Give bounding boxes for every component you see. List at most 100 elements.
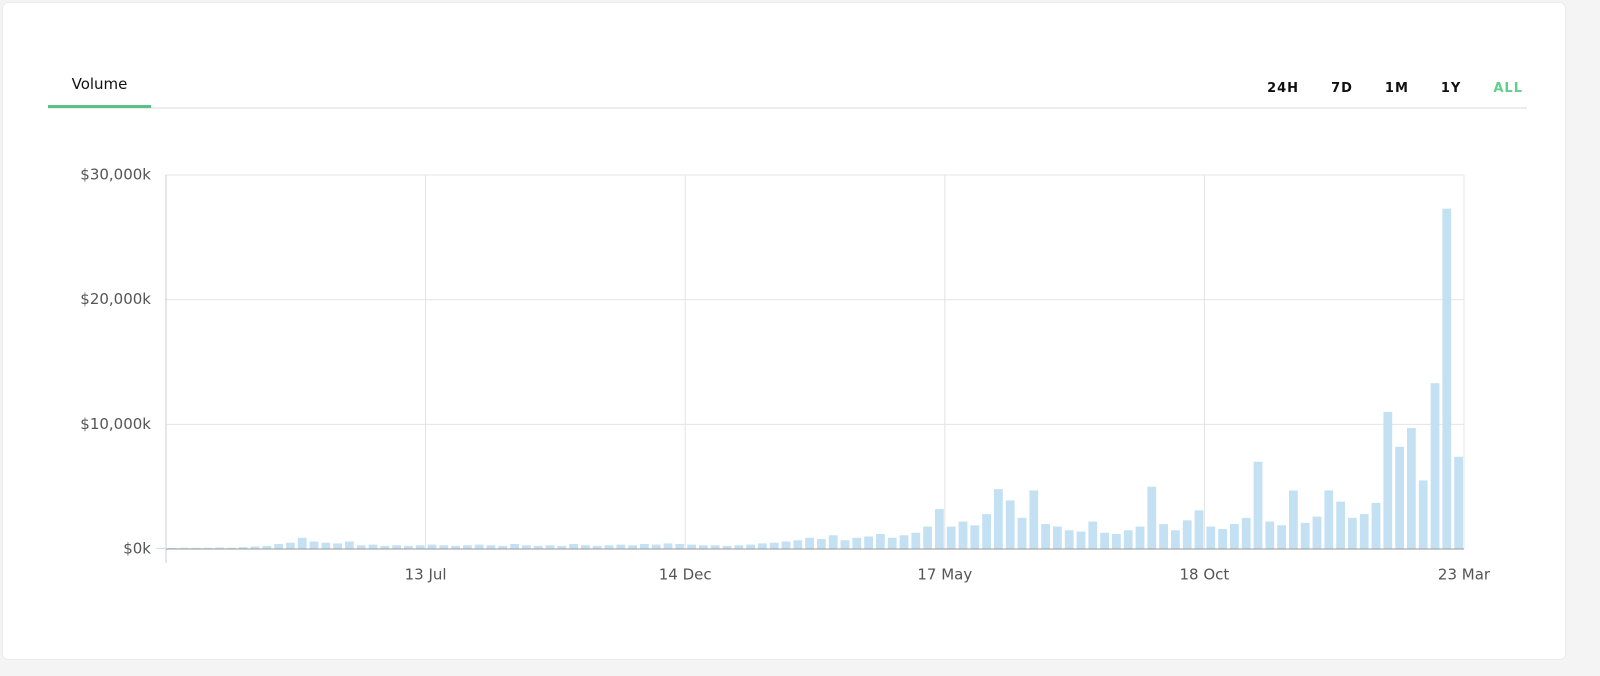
bar bbox=[805, 537, 814, 549]
bar bbox=[911, 532, 921, 549]
bar bbox=[604, 545, 614, 549]
bar bbox=[982, 514, 991, 549]
bar bbox=[427, 544, 437, 549]
bar bbox=[1005, 500, 1015, 549]
bar bbox=[238, 547, 248, 549]
bar bbox=[1230, 524, 1239, 549]
bar bbox=[1029, 490, 1039, 549]
bar bbox=[569, 544, 578, 549]
bar bbox=[616, 544, 626, 549]
bar bbox=[887, 537, 897, 549]
bar bbox=[1159, 524, 1168, 549]
tab-underline bbox=[48, 105, 151, 108]
bar bbox=[333, 543, 342, 549]
x-tick-label: 23 Mar bbox=[1438, 566, 1491, 584]
tab[interactable]: Volume bbox=[71, 75, 128, 93]
bar bbox=[1300, 522, 1310, 549]
bar bbox=[1371, 502, 1381, 549]
bar bbox=[746, 544, 755, 549]
x-tick-label: 14 Dec bbox=[659, 566, 712, 584]
y-tick-label: $20,000k bbox=[80, 290, 151, 308]
volume-card: Volume 24H 7D 1M 1Y ALL bbox=[2, 2, 1566, 660]
bar bbox=[1017, 517, 1027, 549]
bar bbox=[864, 536, 873, 549]
bar bbox=[1348, 517, 1357, 549]
range-button[interactable]: 24H bbox=[1267, 81, 1300, 96]
bar bbox=[380, 545, 390, 549]
bar bbox=[1123, 530, 1133, 549]
bar bbox=[793, 540, 803, 549]
bar bbox=[227, 547, 236, 549]
tabs-rule bbox=[48, 107, 1527, 109]
y-tick-label: $0k bbox=[123, 540, 151, 558]
bar bbox=[356, 545, 366, 549]
bar bbox=[828, 535, 838, 549]
bar bbox=[510, 544, 519, 549]
bar bbox=[1112, 534, 1121, 549]
bar bbox=[687, 544, 696, 549]
bar bbox=[297, 537, 307, 549]
bar bbox=[994, 489, 1003, 549]
bar bbox=[1088, 521, 1098, 549]
bar bbox=[852, 537, 862, 549]
y-tick-label: $30,000k bbox=[80, 166, 151, 184]
bar bbox=[439, 545, 449, 549]
bar bbox=[1206, 526, 1216, 549]
bar bbox=[1418, 480, 1428, 549]
y-tick-label: $10,000k bbox=[80, 415, 151, 433]
bar bbox=[1064, 530, 1074, 549]
bar bbox=[262, 545, 272, 549]
bar bbox=[1076, 531, 1086, 549]
bar bbox=[486, 545, 496, 549]
bar bbox=[463, 545, 472, 549]
bar bbox=[368, 544, 378, 549]
range-buttons: 24H 7D 1M 1Y ALL bbox=[1251, 81, 1527, 96]
bar bbox=[1383, 411, 1393, 549]
bar bbox=[1194, 510, 1204, 549]
bar bbox=[1041, 524, 1050, 549]
bar bbox=[958, 521, 968, 549]
bar bbox=[1336, 501, 1345, 549]
bar bbox=[675, 544, 685, 549]
range-button[interactable]: 7D bbox=[1331, 81, 1353, 96]
bar bbox=[722, 545, 732, 549]
bar bbox=[1312, 516, 1322, 549]
bar bbox=[1395, 446, 1404, 549]
bar bbox=[923, 526, 932, 549]
bar bbox=[710, 545, 720, 549]
range-button[interactable]: 1M bbox=[1384, 81, 1409, 96]
bar bbox=[533, 545, 543, 549]
x-tick-label: 17 May bbox=[917, 566, 972, 584]
bar bbox=[651, 544, 661, 549]
bar bbox=[345, 541, 354, 549]
range-button[interactable]: 1Y bbox=[1440, 81, 1462, 96]
bar bbox=[321, 542, 331, 549]
range-button[interactable]: ALL bbox=[1493, 81, 1523, 96]
bar bbox=[1430, 383, 1440, 549]
bar bbox=[1100, 532, 1109, 549]
bar bbox=[1454, 456, 1463, 549]
bar bbox=[1135, 526, 1145, 549]
bar bbox=[876, 534, 885, 549]
bar bbox=[156, 548, 165, 549]
x-tick-label: 13 Jul bbox=[405, 566, 447, 584]
bar bbox=[817, 539, 826, 549]
bar bbox=[191, 547, 201, 549]
bar bbox=[1289, 490, 1298, 549]
bar bbox=[498, 545, 508, 549]
bar bbox=[663, 543, 673, 549]
x-tick-label: 18 Oct bbox=[1180, 566, 1230, 584]
bar bbox=[734, 545, 744, 549]
bar bbox=[179, 547, 189, 549]
bar bbox=[250, 546, 260, 549]
bar bbox=[286, 542, 295, 549]
bar bbox=[592, 545, 602, 549]
bar bbox=[769, 542, 779, 549]
bar bbox=[1324, 490, 1334, 549]
bar bbox=[1359, 514, 1369, 549]
bar bbox=[640, 544, 649, 549]
bar bbox=[1253, 461, 1263, 549]
bar bbox=[1218, 529, 1227, 549]
bar bbox=[557, 545, 567, 549]
